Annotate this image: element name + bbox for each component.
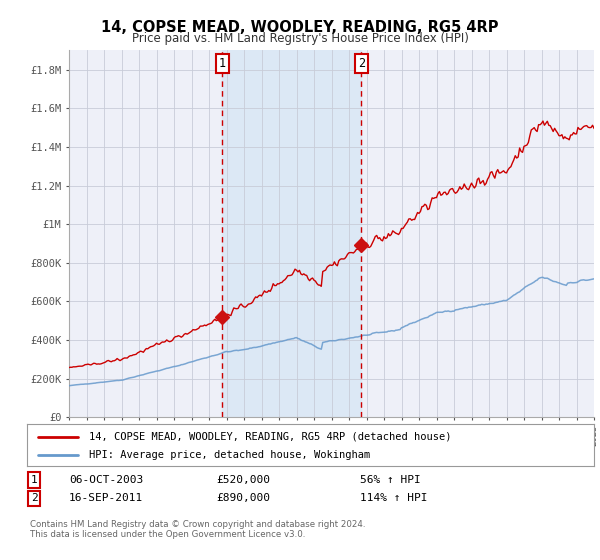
- Text: 114% ↑ HPI: 114% ↑ HPI: [360, 493, 427, 503]
- Text: Contains HM Land Registry data © Crown copyright and database right 2024.
This d: Contains HM Land Registry data © Crown c…: [30, 520, 365, 539]
- Text: 2: 2: [31, 493, 38, 503]
- Text: 56% ↑ HPI: 56% ↑ HPI: [360, 475, 421, 485]
- Text: HPI: Average price, detached house, Wokingham: HPI: Average price, detached house, Woki…: [89, 450, 371, 460]
- Text: Price paid vs. HM Land Registry's House Price Index (HPI): Price paid vs. HM Land Registry's House …: [131, 32, 469, 45]
- Text: 06-OCT-2003: 06-OCT-2003: [69, 475, 143, 485]
- Text: 14, COPSE MEAD, WOODLEY, READING, RG5 4RP (detached house): 14, COPSE MEAD, WOODLEY, READING, RG5 4R…: [89, 432, 452, 441]
- Text: 1: 1: [219, 58, 226, 71]
- Bar: [223, 50, 361, 417]
- Text: £520,000: £520,000: [216, 475, 270, 485]
- Text: 16-SEP-2011: 16-SEP-2011: [69, 493, 143, 503]
- Text: 1: 1: [31, 475, 38, 485]
- Text: 14, COPSE MEAD, WOODLEY, READING, RG5 4RP: 14, COPSE MEAD, WOODLEY, READING, RG5 4R…: [101, 20, 499, 35]
- Text: £890,000: £890,000: [216, 493, 270, 503]
- Text: 2: 2: [358, 58, 365, 71]
